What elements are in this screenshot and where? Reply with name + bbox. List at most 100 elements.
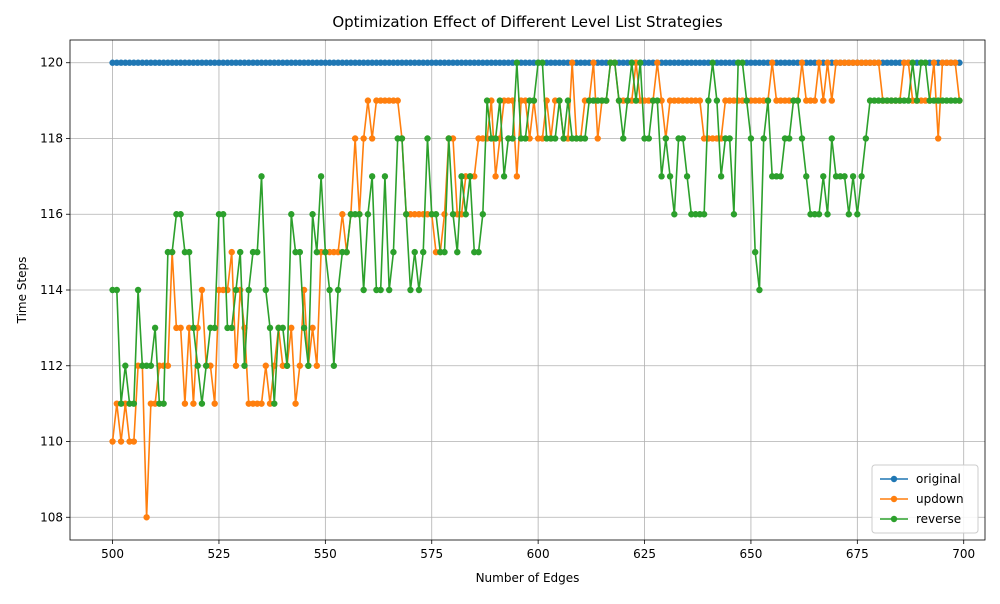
data-point-reverse	[824, 211, 831, 218]
data-point-updown	[232, 362, 240, 369]
data-point-updown	[351, 135, 359, 142]
data-point-updown	[211, 400, 218, 407]
data-point-reverse	[658, 173, 665, 180]
data-point-reverse	[317, 173, 325, 180]
data-point-reverse	[913, 97, 921, 104]
series-layer	[109, 59, 963, 521]
data-point-reverse	[679, 135, 687, 142]
data-point-reverse	[624, 97, 631, 104]
data-point-reverse	[666, 173, 674, 180]
data-point-reverse	[671, 211, 678, 218]
data-point-updown	[952, 59, 959, 66]
axis-ticks: 500 525 550 575 600 625 650 675 700 108 110 112 114 1…	[40, 56, 975, 561]
x-tick-label: 625	[633, 547, 656, 561]
data-point-reverse	[475, 248, 482, 256]
y-tick-label: 116	[40, 207, 63, 221]
data-point-reverse	[786, 135, 793, 142]
data-point-updown	[228, 248, 235, 256]
data-point-reverse	[262, 286, 269, 294]
data-point-reverse	[858, 173, 865, 180]
data-point-reverse	[764, 97, 772, 104]
y-tick-label: 120	[40, 56, 63, 70]
data-point-updown	[109, 438, 116, 445]
data-point-reverse	[385, 286, 393, 294]
data-point-reverse	[700, 211, 708, 218]
data-point-reverse	[615, 97, 623, 104]
data-point-reverse	[130, 400, 138, 407]
x-tick-label: 575	[420, 547, 443, 561]
x-tick-label: 675	[846, 547, 869, 561]
data-point-reverse	[220, 211, 227, 218]
data-point-reverse	[845, 211, 853, 218]
data-point-updown	[394, 97, 401, 104]
data-point-reverse	[654, 97, 661, 104]
data-point-updown	[262, 362, 269, 369]
data-point-reverse	[403, 211, 410, 218]
data-point-reverse	[279, 324, 286, 332]
data-point-reverse	[356, 211, 363, 218]
data-point-updown	[815, 59, 823, 66]
data-point-reverse	[245, 286, 252, 294]
data-point-reverse	[539, 59, 546, 66]
data-point-reverse	[726, 135, 733, 142]
data-point-reverse	[271, 400, 278, 407]
data-point-reverse	[479, 211, 487, 218]
data-point-reverse	[628, 59, 635, 66]
data-point-reverse	[645, 135, 652, 142]
data-point-reverse	[756, 286, 763, 294]
data-point-reverse	[258, 173, 265, 180]
data-point-reverse	[134, 286, 142, 294]
data-point-reverse	[777, 173, 784, 180]
x-tick-label: 600	[527, 547, 550, 561]
legend-box	[871, 464, 979, 534]
data-point-reverse	[500, 173, 508, 180]
y-tick-label: 110	[40, 435, 63, 449]
data-point-reverse	[717, 173, 725, 180]
data-point-updown	[360, 135, 367, 142]
data-point-reverse	[300, 324, 308, 332]
data-point-reverse	[254, 248, 261, 256]
data-point-reverse	[560, 135, 567, 142]
legend-item-updown: updown	[880, 492, 964, 506]
data-point-reverse	[309, 211, 316, 218]
data-point-updown	[820, 97, 827, 104]
data-point-reverse	[326, 286, 333, 294]
data-point-reverse	[424, 135, 431, 142]
data-point-reverse	[407, 286, 414, 294]
data-point-reverse	[466, 173, 474, 180]
data-point-reverse	[581, 135, 589, 142]
data-point-updown	[339, 211, 346, 218]
data-point-reverse	[462, 211, 469, 218]
data-point-updown	[654, 59, 661, 66]
legend-label: reverse	[916, 512, 961, 526]
data-point-updown	[190, 400, 197, 407]
x-tick-label: 525	[208, 547, 231, 561]
data-point-reverse	[322, 248, 329, 256]
data-point-reverse	[483, 97, 491, 104]
data-point-updown	[313, 362, 321, 369]
data-point-reverse	[828, 135, 835, 142]
data-point-reverse	[190, 324, 197, 332]
chart-title: Optimization Effect of Different Level L…	[332, 13, 723, 31]
data-point-reverse	[751, 248, 759, 256]
data-point-reverse	[211, 324, 218, 332]
x-tick-label: 650	[739, 547, 762, 561]
data-point-reverse	[909, 59, 916, 66]
data-point-reverse	[849, 173, 857, 180]
data-point-reverse	[432, 211, 440, 218]
data-point-updown	[824, 59, 831, 66]
data-point-reverse	[147, 362, 155, 369]
data-point-reverse	[458, 173, 465, 180]
data-point-reverse	[420, 248, 427, 256]
data-point-updown	[181, 400, 189, 407]
data-point-updown	[368, 135, 376, 142]
data-point-updown	[309, 324, 316, 332]
data-point-reverse	[194, 362, 201, 369]
data-point-updown	[513, 173, 521, 180]
data-point-reverse	[713, 97, 721, 104]
data-point-reverse	[237, 248, 244, 256]
data-point-reverse	[530, 97, 538, 104]
data-point-reverse	[449, 211, 457, 218]
x-axis-label: Number of Edges	[476, 571, 580, 585]
